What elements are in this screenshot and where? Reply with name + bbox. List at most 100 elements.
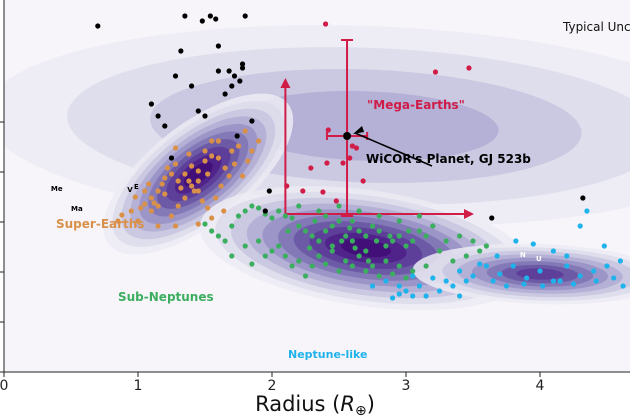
data-point <box>483 263 489 269</box>
data-point <box>564 253 570 259</box>
data-point <box>416 213 422 219</box>
annotations: Typical Unc. "Mega-Earths" WiCOR's Planet,… <box>51 20 630 361</box>
data-point <box>276 208 282 214</box>
data-point <box>242 13 248 19</box>
data-point <box>235 213 242 219</box>
data-point <box>423 293 429 299</box>
data-point <box>349 263 355 269</box>
data-point <box>189 183 195 189</box>
data-point <box>383 258 389 264</box>
data-point <box>202 148 208 154</box>
data-point <box>229 83 235 89</box>
data-point <box>457 233 463 239</box>
data-point <box>550 248 557 254</box>
data-point <box>339 238 345 244</box>
corner-label: Typical Unc. <box>562 20 630 34</box>
data-point <box>138 205 144 211</box>
data-point <box>282 253 288 259</box>
data-point <box>570 281 577 287</box>
data-point <box>396 263 402 269</box>
data-point <box>356 208 362 214</box>
data-point <box>329 223 335 229</box>
data-point <box>564 263 570 269</box>
data-point <box>231 161 238 167</box>
data-point <box>215 68 221 74</box>
data-point <box>410 273 416 279</box>
data-point <box>376 273 382 279</box>
data-point <box>175 178 181 184</box>
data-point <box>296 223 302 229</box>
data-point <box>329 243 335 249</box>
data-point <box>436 288 443 294</box>
data-point <box>146 181 152 187</box>
data-point <box>373 238 380 244</box>
axes: 0 1 2 3 4 <box>0 0 630 394</box>
data-point <box>202 221 208 227</box>
data-point <box>209 228 215 234</box>
data-point <box>524 275 530 281</box>
data-point <box>178 185 184 191</box>
data-point <box>349 218 355 224</box>
data-point <box>604 263 610 269</box>
data-point <box>369 283 376 289</box>
data-point <box>213 195 219 201</box>
data-point <box>347 155 353 161</box>
data-point <box>383 278 389 284</box>
data-point <box>256 238 262 244</box>
solar-system-Me: Me <box>51 185 63 193</box>
data-point <box>323 21 329 27</box>
data-point <box>148 101 154 107</box>
data-point <box>132 194 138 200</box>
data-point <box>611 275 617 281</box>
data-point <box>119 212 125 218</box>
neptune-like-label: Neptune-like <box>288 348 368 361</box>
data-point <box>229 223 235 229</box>
data-point <box>396 283 402 289</box>
data-point <box>403 288 409 294</box>
data-point <box>510 263 516 269</box>
data-point <box>296 258 302 264</box>
upper-band-contour <box>233 90 499 162</box>
data-point <box>336 218 342 224</box>
data-point <box>601 243 607 249</box>
data-point <box>249 261 255 267</box>
x-tick-label: 3 <box>402 378 411 394</box>
super-earths-label: Super-Earths <box>56 217 144 231</box>
data-point <box>128 208 134 214</box>
data-point <box>148 208 154 214</box>
data-point <box>202 113 208 119</box>
data-point <box>234 133 240 139</box>
data-point <box>537 268 543 274</box>
data-point <box>369 263 376 269</box>
data-point <box>550 278 557 284</box>
data-point <box>577 223 583 229</box>
data-point <box>390 271 396 277</box>
data-point <box>142 201 148 207</box>
data-point <box>450 283 456 289</box>
solar-system-Ma: Ma <box>71 205 83 213</box>
data-point <box>215 43 221 49</box>
data-point <box>324 160 330 166</box>
data-point <box>423 263 429 269</box>
data-point <box>477 261 483 267</box>
data-point <box>302 273 309 279</box>
data-point <box>155 113 161 119</box>
data-point <box>195 221 201 227</box>
data-point <box>168 213 175 219</box>
data-point <box>450 258 456 264</box>
data-point <box>390 238 396 244</box>
data-point <box>396 233 402 239</box>
data-point <box>347 225 353 231</box>
data-point <box>262 208 268 214</box>
data-point <box>316 208 322 214</box>
data-point <box>239 65 246 71</box>
data-point <box>466 65 472 71</box>
data-point <box>325 127 331 133</box>
data-point <box>463 253 469 259</box>
data-point <box>323 228 329 234</box>
data-point <box>406 228 412 234</box>
data-point <box>387 233 393 239</box>
data-point <box>262 253 268 259</box>
data-point <box>577 273 583 279</box>
data-point <box>470 273 476 279</box>
